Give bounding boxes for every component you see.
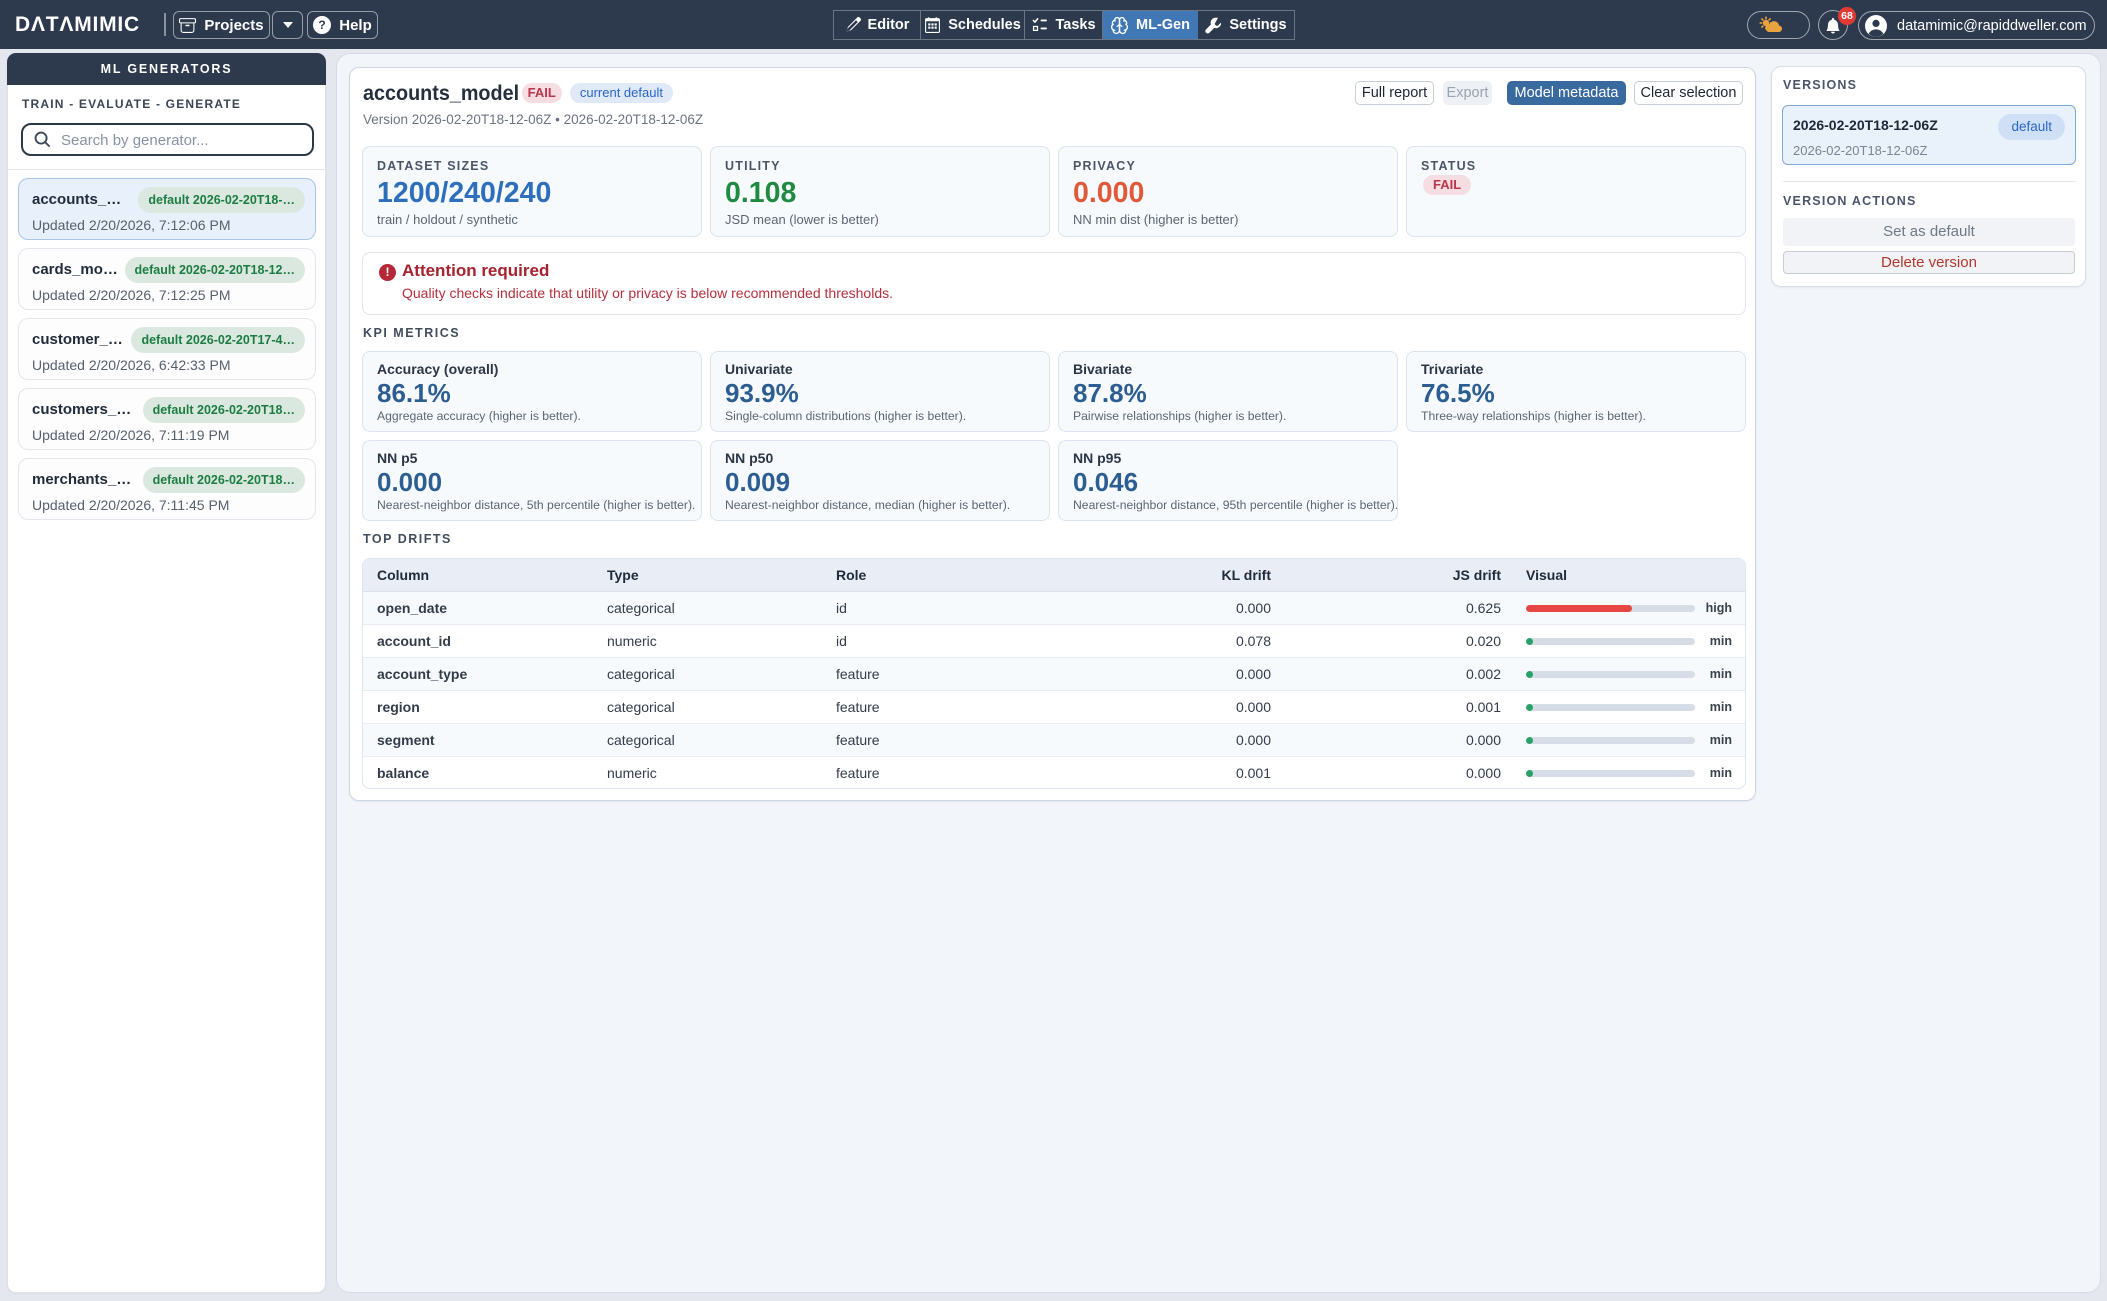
svg-text:?: ? <box>319 18 326 32</box>
